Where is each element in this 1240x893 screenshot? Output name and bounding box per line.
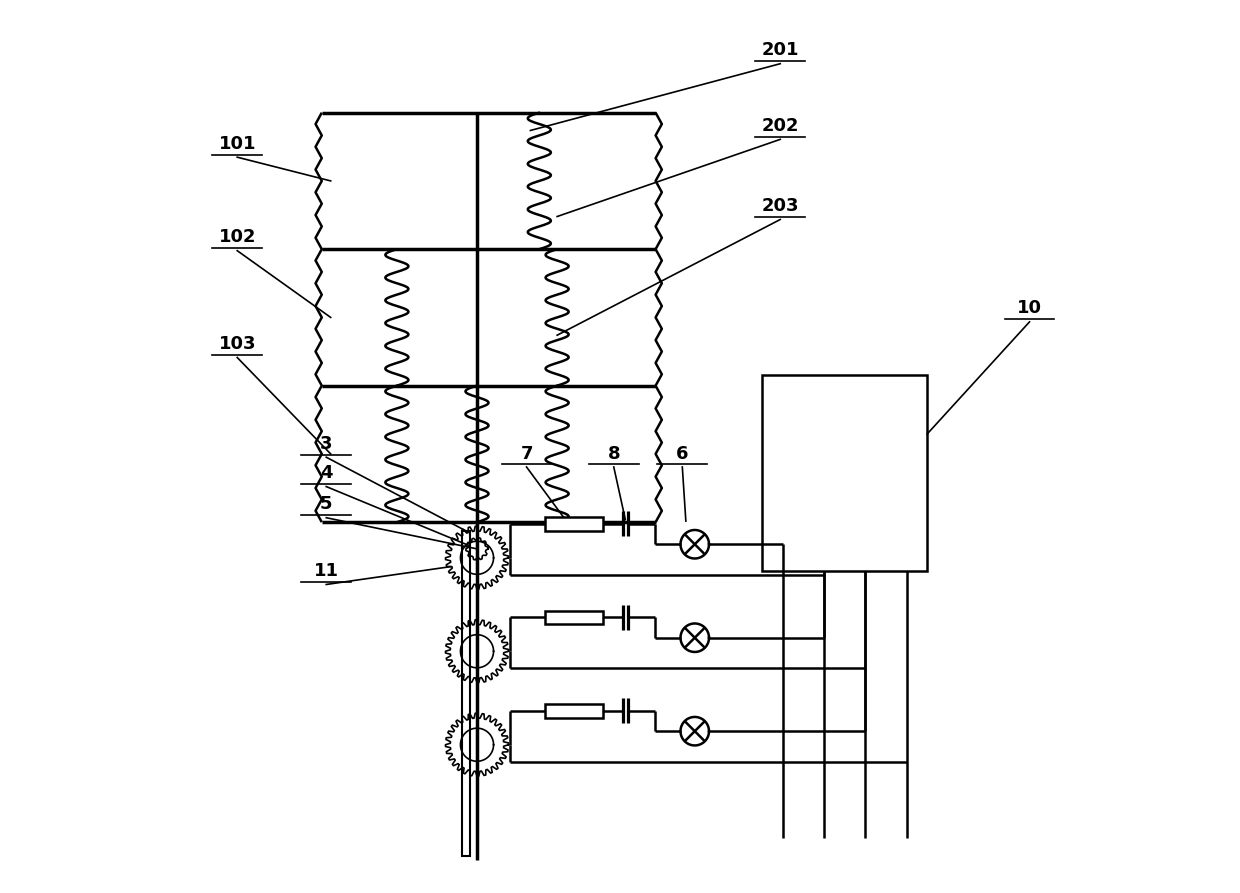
Text: 101: 101	[218, 135, 255, 153]
Text: 103: 103	[218, 335, 255, 353]
Bar	[546, 705, 603, 718]
Bar	[546, 611, 603, 624]
Text: 202: 202	[761, 117, 799, 135]
Text: 5: 5	[320, 496, 332, 513]
Text: 102: 102	[218, 229, 255, 246]
Text: 4: 4	[320, 464, 332, 482]
Text: 8: 8	[608, 445, 620, 463]
Text: 201: 201	[761, 41, 799, 59]
Text: 11: 11	[314, 562, 339, 580]
Text: 6: 6	[676, 445, 688, 463]
Text: 7: 7	[521, 445, 533, 463]
Bar	[463, 531, 470, 856]
Bar	[763, 375, 928, 572]
Text: 10: 10	[1017, 299, 1042, 317]
Text: 203: 203	[761, 197, 799, 215]
Text: 3: 3	[320, 435, 332, 453]
Bar	[546, 517, 603, 530]
